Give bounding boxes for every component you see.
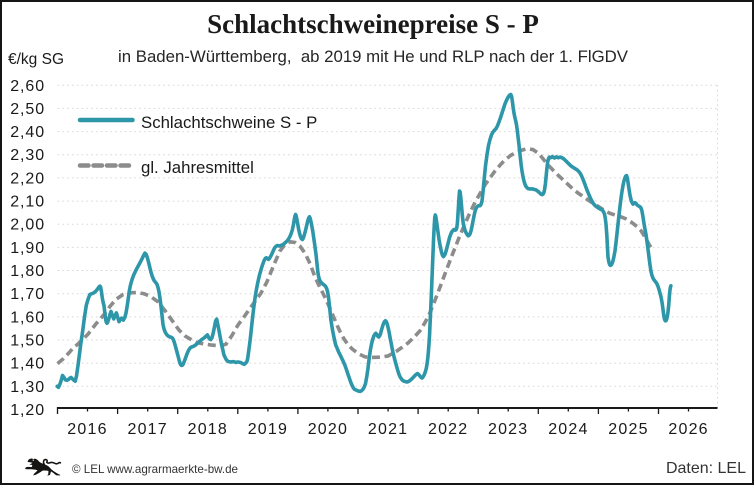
svg-text:1,80: 1,80 (10, 263, 45, 280)
svg-text:2026: 2026 (668, 421, 708, 438)
svg-text:2018: 2018 (188, 421, 228, 438)
svg-text:2,50: 2,50 (10, 101, 45, 118)
svg-text:1,90: 1,90 (10, 240, 45, 257)
svg-text:2021: 2021 (368, 421, 408, 438)
svg-text:2,10: 2,10 (10, 194, 45, 211)
svg-text:2017: 2017 (127, 421, 167, 438)
svg-text:1,20: 1,20 (10, 402, 45, 419)
svg-text:2,40: 2,40 (10, 124, 45, 141)
svg-text:2,30: 2,30 (10, 147, 45, 164)
svg-text:1,40: 1,40 (10, 356, 45, 373)
svg-text:1,50: 1,50 (10, 333, 45, 350)
svg-text:1,30: 1,30 (10, 379, 45, 396)
svg-text:2025: 2025 (608, 421, 648, 438)
svg-text:1,70: 1,70 (10, 286, 45, 303)
svg-text:1,60: 1,60 (10, 309, 45, 326)
svg-text:2019: 2019 (248, 421, 288, 438)
svg-text:2,60: 2,60 (10, 78, 45, 95)
svg-text:2022: 2022 (428, 421, 468, 438)
svg-text:2023: 2023 (488, 421, 528, 438)
svg-text:2020: 2020 (308, 421, 348, 438)
svg-text:2,20: 2,20 (10, 170, 45, 187)
svg-text:2016: 2016 (67, 421, 107, 438)
svg-text:2024: 2024 (548, 421, 588, 438)
svg-text:2,00: 2,00 (10, 217, 45, 234)
